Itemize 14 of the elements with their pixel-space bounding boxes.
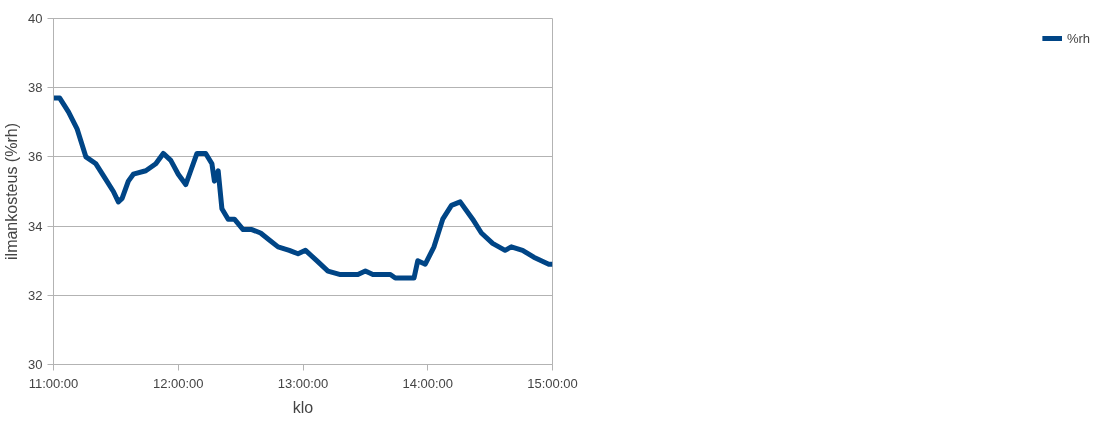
y-tick-label: 36 <box>28 149 43 165</box>
y-tick-label: 32 <box>28 287 43 303</box>
x-tick-label: 15:00:00 <box>527 375 578 391</box>
x-tick-label: 13:00:00 <box>277 375 329 391</box>
x-tick-label: 11:00:00 <box>28 375 79 391</box>
x-axis-title: klo <box>292 398 314 416</box>
y-tick-label: 34 <box>28 218 43 234</box>
x-tick-label: 14:00:00 <box>402 375 454 391</box>
y-tick-label: 38 <box>28 80 43 96</box>
y-tick-label: 30 <box>28 357 43 372</box>
y-tick-label: 40 <box>28 11 43 26</box>
y-axis-title: ilmankosteus (%rh) <box>3 123 21 260</box>
legend-label: %rh <box>1066 30 1090 46</box>
x-tick-label: 12:00:00 <box>152 375 204 391</box>
